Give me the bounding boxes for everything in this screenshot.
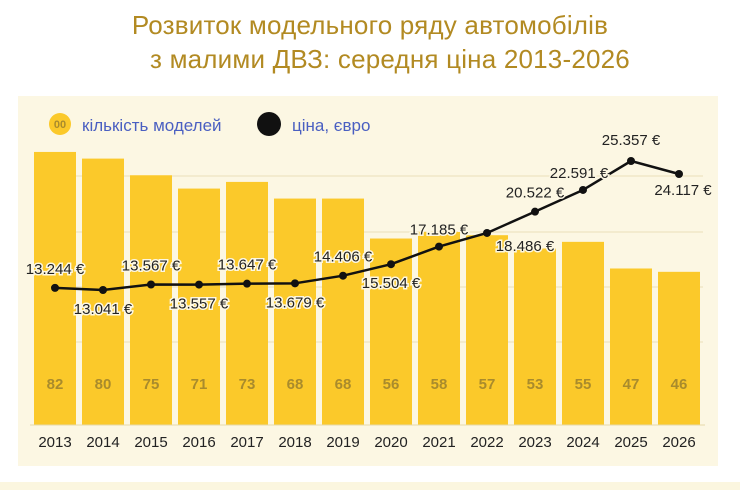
legend-bar-label: кількість моделей <box>82 116 222 135</box>
x-tick-2013: 2013 <box>38 434 71 451</box>
price-point-2019 <box>339 271 347 280</box>
bar-label-2023: 53 <box>527 376 544 393</box>
bar-label-2026: 46 <box>671 376 688 393</box>
legend-line-label: ціна, євро <box>292 116 370 135</box>
bar-label-2019: 68 <box>335 376 352 393</box>
price-label-2014: 13.041 € <box>74 301 133 318</box>
legend: 00 кількість моделей ціна, євро <box>49 112 370 136</box>
price-point-2023 <box>531 207 539 216</box>
x-tick-2023: 2023 <box>518 434 551 451</box>
x-tick-2018: 2018 <box>278 434 311 451</box>
price-point-2024 <box>579 185 587 194</box>
bar-label-2021: 58 <box>431 376 448 393</box>
x-tick-2020: 2020 <box>374 434 407 451</box>
price-point-2026 <box>675 169 683 178</box>
x-tick-2016: 2016 <box>182 434 215 451</box>
bar-2016 <box>178 188 220 425</box>
bar-2022 <box>466 235 508 425</box>
bar-2017 <box>226 181 268 425</box>
bar-2020 <box>370 238 412 425</box>
price-label-2017: 13.647 € <box>218 257 277 274</box>
bar-label-2014: 80 <box>95 376 112 393</box>
title-line-1: Розвиток модельного ряду автомобілів <box>131 10 609 40</box>
price-point-2022 <box>483 228 491 237</box>
bottom-band <box>0 482 740 490</box>
bar-label-2017: 73 <box>239 376 256 393</box>
bar-label-2020: 56 <box>383 376 400 393</box>
bar-2019 <box>322 198 364 425</box>
x-tick-2026: 2026 <box>662 434 695 451</box>
bar-label-2024: 55 <box>575 376 592 393</box>
price-point-2013 <box>51 283 59 292</box>
price-label-2022: 18.486 € <box>496 238 555 255</box>
bar-2021 <box>418 231 460 425</box>
x-axis: 2013 2014 2015 2016 2017 2018 2019 2020 2021 2022… <box>30 424 705 451</box>
legend-bar-marker-text: 00 <box>54 119 66 131</box>
price-line-path <box>54 159 680 292</box>
price-label-2019: 14.406 € <box>314 249 373 266</box>
bar-2026 <box>658 271 700 425</box>
price-label-2015: 13.567 € <box>122 257 181 274</box>
x-tick-2017: 2017 <box>230 434 263 451</box>
price-point-2020 <box>387 260 395 269</box>
x-tick-2025: 2025 <box>614 434 647 451</box>
bar-label-2022: 57 <box>479 376 496 393</box>
bar-label-2016: 71 <box>191 376 208 393</box>
x-tick-2015: 2015 <box>134 434 167 451</box>
bar-label-2018: 68 <box>287 376 304 393</box>
x-tick-2014: 2014 <box>86 434 119 451</box>
legend-line-marker <box>257 112 281 136</box>
price-point-2015 <box>147 280 155 289</box>
price-label-2013: 13.244 € <box>26 261 85 278</box>
bar-label-2015: 75 <box>143 376 160 393</box>
x-tick-2019: 2019 <box>326 434 359 451</box>
bar-label-2013: 82 <box>47 376 64 393</box>
price-label-2016: 13.557 € <box>170 296 229 313</box>
bar-2025 <box>610 268 652 425</box>
x-tick-2024: 2024 <box>566 434 599 451</box>
price-label-2023: 20.522 € <box>506 185 565 202</box>
bar-2015 <box>130 175 172 425</box>
price-label-2024: 22.591 € <box>550 165 609 182</box>
x-tick-2022: 2022 <box>470 434 503 451</box>
bar-label-2025: 47 <box>623 376 640 393</box>
price-point-2017 <box>243 279 251 288</box>
price-point-2025 <box>627 157 635 165</box>
price-point-2014 <box>99 286 107 294</box>
bar-2024 <box>562 241 604 425</box>
price-point-2016 <box>195 280 203 289</box>
price-label-2018: 13.679 € <box>266 294 325 311</box>
price-label-2020: 15.504 € <box>362 275 421 292</box>
bar-2018 <box>274 198 316 425</box>
price-label-2021: 17.185 € <box>410 222 469 239</box>
price-labels: 13.244 € 13.041 € 13.567 € 13.557 € 13.647 €… <box>24 131 713 320</box>
title-line-2: з малими ДВЗ: середня ціна 2013-2026 <box>150 44 630 74</box>
chart-title: Розвиток модельного ряду автомобілів з м… <box>0 8 740 76</box>
price-point-2018 <box>291 279 299 288</box>
price-point-2021 <box>435 242 443 251</box>
price-line <box>51 157 683 294</box>
bar-labels: 82 80 75 71 73 68 68 56 58 57 53 55 47 46 <box>47 376 688 393</box>
legend-bar-marker <box>49 113 71 135</box>
price-label-2025: 25.357 € <box>602 132 661 149</box>
x-tick-2021: 2021 <box>422 434 455 451</box>
price-label-2026: 24.117 € <box>654 182 712 199</box>
bar-2023 <box>514 248 556 425</box>
